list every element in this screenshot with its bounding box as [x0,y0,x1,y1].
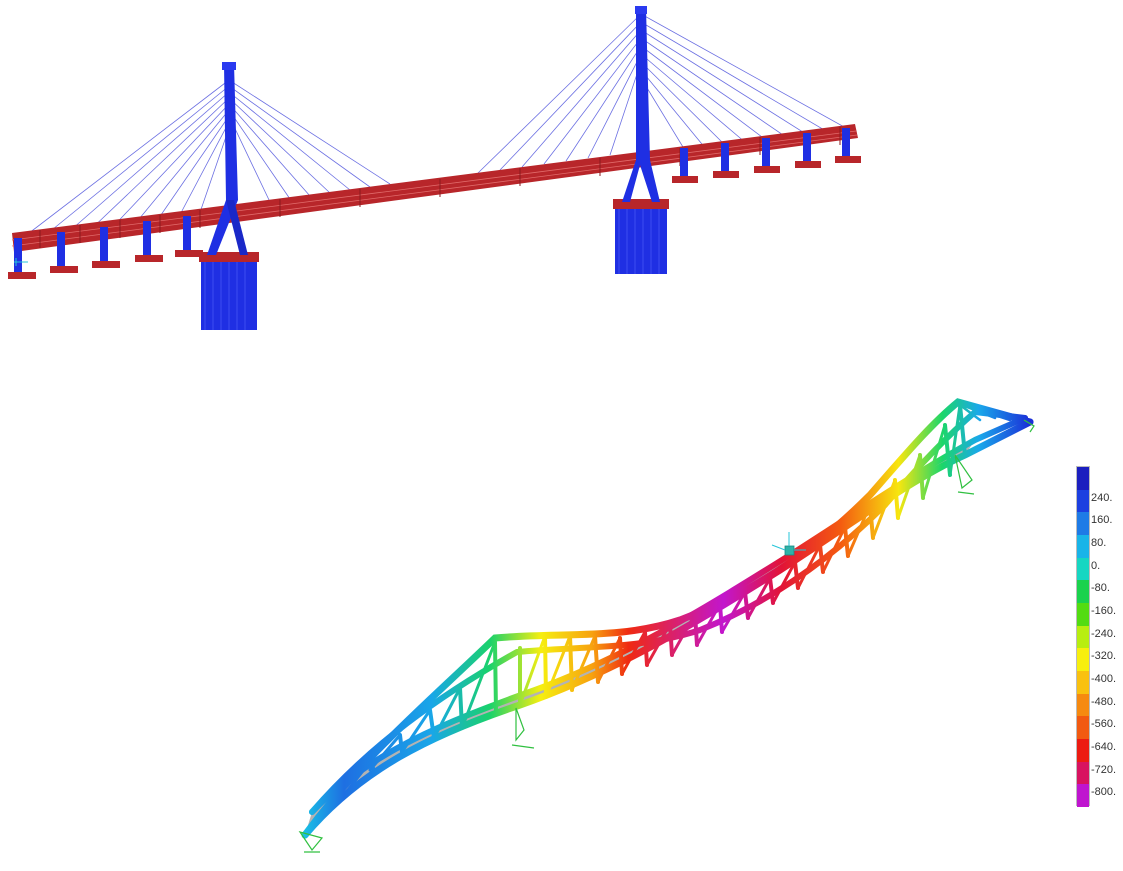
legend-color-segment [1077,784,1089,808]
legend-color-scale [1076,466,1090,808]
pylon-left [199,62,259,330]
legend-tick-label: -160. [1091,605,1117,617]
legend-color-segment [1077,603,1089,627]
legend-color-segment [1077,512,1089,536]
legend-tick-label: -720. [1091,763,1117,776]
bridge-deck [11,124,858,252]
approach-piers-left [8,216,203,279]
legend-tick-label: -640. [1091,741,1117,753]
legend-color-segment [1077,693,1089,717]
stress-color-legend: 240. 160. 80. 0. -80. -160. -240. -320. -400. -48… [1076,466,1123,808]
cable-stayed-bridge-model [8,6,861,330]
legend-color-segment [1077,467,1089,491]
legend-tick-label: 240. [1091,491,1113,504]
legend-tick-label: -80. [1091,582,1110,595]
legend-tick-label: -480. [1091,695,1117,708]
legend-color-segment [1077,535,1089,559]
legend-tick-label: -400. [1091,673,1117,685]
support-fixity-icon [298,419,1035,853]
legend-tick-label: 160. [1091,514,1113,527]
axis-triad-icon [14,258,28,266]
pylon-right [613,6,669,274]
legend-color-segment [1077,671,1089,695]
legend-tick-label: -240. [1091,627,1117,640]
legend-tick-labels: 240. 160. 80. 0. -80. -160. -240. -320. -400. -48… [1091,466,1123,806]
legend-tick-label: 0. [1091,559,1101,572]
legend-tick-label: -320. [1091,650,1117,663]
legend-color-segment [1077,761,1089,785]
legend-color-segment [1077,648,1089,672]
legend-color-segment [1077,557,1089,581]
stay-cables [19,13,847,241]
legend-color-segment [1077,489,1089,513]
legend-tick-label: -800. [1091,786,1117,799]
approach-piers-right [672,128,861,183]
legend-color-segment [1077,716,1089,740]
legend-color-segment [1077,739,1089,763]
truss-bridge-stress-contour [298,398,1035,853]
legend-color-segment [1077,580,1089,604]
axis-triad-icon [771,532,806,556]
legend-color-segment [1077,625,1089,649]
legend-tick-label: 80. [1091,537,1107,549]
legend-tick-label: -560. [1091,718,1117,731]
